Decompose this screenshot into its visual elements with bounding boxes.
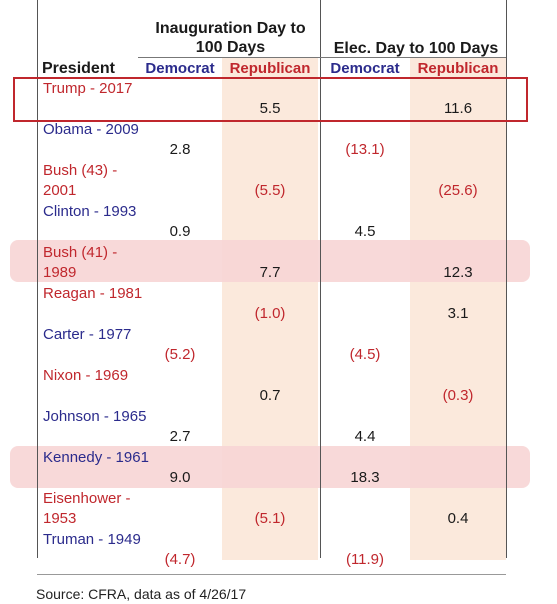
election-republican-value: (0.3) — [442, 387, 474, 404]
president-name: Carter - 1977 — [43, 326, 132, 343]
president-name: Bush (43) - 2001 — [43, 162, 118, 199]
president-name: Johnson - 1965 — [43, 408, 147, 425]
election-democrat-value: 18.3 — [350, 469, 380, 486]
republican-header-inauguration: Republican — [229, 60, 311, 77]
election-democrat-value: 4.4 — [354, 428, 376, 445]
highlight-band-kennedy — [10, 446, 530, 488]
inauguration-republican-value: 0.7 — [259, 387, 281, 404]
column-divider-groups — [320, 0, 321, 558]
group1-title: Inauguration Day to 100 Days — [155, 20, 306, 56]
democrat-header-election: Democrat — [330, 60, 400, 77]
election-democrat-value: (4.5) — [349, 346, 381, 363]
inauguration-democrat-value: 9.0 — [169, 469, 191, 486]
inauguration-republican-value: (5.1) — [254, 510, 286, 527]
president-name: Clinton - 1993 — [43, 203, 137, 220]
inauguration-republican-value: 7.7 — [259, 264, 281, 281]
inauguration-republican-value: (5.5) — [254, 182, 286, 199]
election-republican-value: 11.6 — [443, 100, 473, 117]
inauguration-democrat-value: (5.2) — [164, 346, 196, 363]
inauguration-democrat-value: (4.7) — [164, 551, 196, 568]
republican-header-election: Republican — [417, 60, 499, 77]
president-name: Eisenhower - 1953 — [43, 490, 131, 527]
election-democrat-value: (11.9) — [345, 551, 385, 568]
table-right-border — [506, 0, 507, 558]
election-republican-value: 3.1 — [447, 305, 469, 322]
president-name: Truman - 1949 — [43, 531, 141, 548]
table-left-border — [37, 0, 38, 558]
election-republican-value: (25.6) — [438, 182, 478, 199]
democrat-header-inauguration: Democrat — [145, 60, 215, 77]
president-name: Bush (41) - 1989 — [43, 244, 118, 281]
president-name: Trump - 2017 — [43, 80, 133, 97]
group2-title: Elec. Day to 100 Days — [333, 40, 499, 57]
inauguration-republican-value: 5.5 — [259, 100, 281, 117]
inauguration-democrat-value: 0.9 — [169, 223, 191, 240]
header-divider — [138, 57, 506, 58]
source-note: Source: CFRA, data as of 4/26/17 — [36, 586, 247, 602]
highlight-box-trump — [13, 77, 528, 122]
president-name: Kennedy - 1961 — [43, 449, 149, 466]
election-democrat-value: (13.1) — [345, 141, 385, 158]
president-column-header: President — [42, 60, 115, 77]
president-name: Reagan - 1981 — [43, 285, 143, 302]
inauguration-democrat-value: 2.8 — [169, 141, 191, 158]
election-republican-value: 0.4 — [447, 510, 469, 527]
president-name: Obama - 2009 — [43, 121, 139, 138]
election-republican-value: 12.3 — [443, 264, 473, 281]
inauguration-democrat-value: 2.7 — [169, 428, 191, 445]
inauguration-republican-value: (1.0) — [254, 305, 286, 322]
election-democrat-value: 4.5 — [354, 223, 376, 240]
table-bottom-border — [37, 574, 506, 575]
highlight-band-bush41 — [10, 240, 530, 282]
president-name: Nixon - 1969 — [43, 367, 129, 384]
